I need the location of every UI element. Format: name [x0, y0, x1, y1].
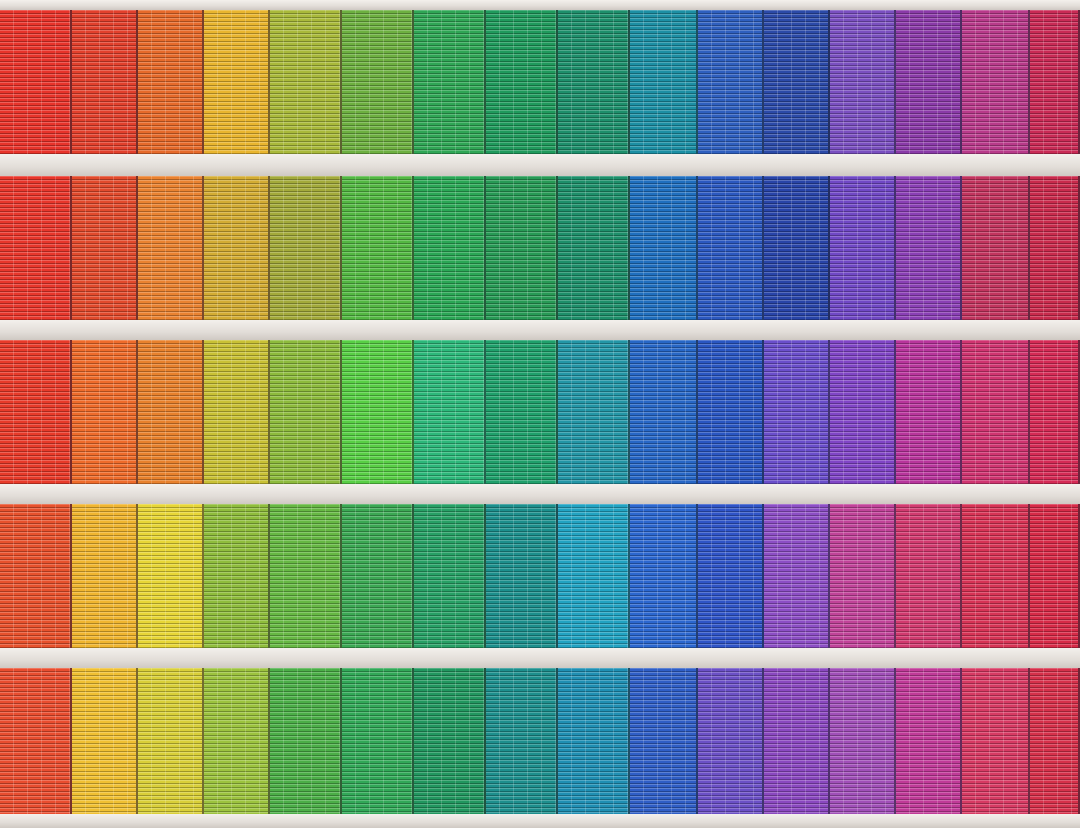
window-blind — [962, 10, 1030, 154]
window-blind — [630, 668, 698, 814]
window-blind — [558, 10, 630, 154]
window-band — [0, 340, 1080, 484]
window-blind — [414, 668, 486, 814]
window-blind — [1030, 668, 1080, 814]
window-blind — [558, 340, 630, 484]
window-blind — [764, 176, 830, 320]
window-blind — [764, 668, 830, 814]
window-blind — [0, 340, 72, 484]
concrete-ledge — [0, 0, 1080, 10]
window-blind — [698, 10, 764, 154]
window-blind — [414, 340, 486, 484]
window-blind — [486, 176, 558, 320]
window-blind — [830, 504, 896, 648]
window-blind — [270, 10, 342, 154]
window-blind — [486, 504, 558, 648]
window-blind — [962, 176, 1030, 320]
window-blind — [138, 10, 204, 154]
window-blind — [204, 176, 270, 320]
window-blind — [486, 10, 558, 154]
window-blind — [558, 668, 630, 814]
window-blind — [342, 668, 414, 814]
concrete-ledge — [0, 154, 1080, 176]
window-band — [0, 668, 1080, 814]
concrete-ledge — [0, 484, 1080, 504]
window-blind — [138, 176, 204, 320]
window-blind — [138, 668, 204, 814]
window-blind — [1030, 340, 1080, 484]
window-blind — [764, 10, 830, 154]
window-blind — [204, 504, 270, 648]
window-blind — [342, 10, 414, 154]
window-blind — [342, 504, 414, 648]
window-blind — [962, 668, 1030, 814]
window-blind — [486, 340, 558, 484]
window-blind — [486, 668, 558, 814]
window-blind — [138, 340, 204, 484]
window-blind — [962, 340, 1030, 484]
window-blind — [204, 10, 270, 154]
window-blind — [1030, 504, 1080, 648]
window-blind — [342, 340, 414, 484]
window-blind — [72, 340, 138, 484]
window-blind — [0, 504, 72, 648]
concrete-ledge — [0, 320, 1080, 340]
window-blind — [0, 668, 72, 814]
window-blind — [1030, 10, 1080, 154]
window-blind — [1030, 176, 1080, 320]
window-blind — [698, 176, 764, 320]
window-blind — [138, 504, 204, 648]
window-band — [0, 176, 1080, 320]
window-blind — [342, 176, 414, 320]
window-blind — [558, 504, 630, 648]
window-blind — [630, 176, 698, 320]
window-blind — [204, 668, 270, 814]
window-blind — [270, 340, 342, 484]
window-blind — [414, 504, 486, 648]
window-blind — [896, 176, 962, 320]
window-blind — [630, 504, 698, 648]
window-blind — [698, 504, 764, 648]
concrete-ledge — [0, 648, 1080, 668]
window-band — [0, 10, 1080, 154]
window-blind — [270, 668, 342, 814]
window-blind — [0, 176, 72, 320]
window-blind — [558, 176, 630, 320]
window-blind — [270, 504, 342, 648]
window-blind — [698, 668, 764, 814]
window-blind — [830, 176, 896, 320]
window-blind — [896, 668, 962, 814]
window-blind — [270, 176, 342, 320]
window-blind — [830, 340, 896, 484]
window-blind — [698, 340, 764, 484]
window-blind — [896, 504, 962, 648]
window-blind — [896, 340, 962, 484]
window-blind — [764, 504, 830, 648]
window-band — [0, 504, 1080, 648]
window-blind — [72, 504, 138, 648]
window-blind — [630, 10, 698, 154]
window-blind — [896, 10, 962, 154]
window-blind — [764, 340, 830, 484]
window-blind — [830, 10, 896, 154]
concrete-ledge — [0, 814, 1080, 828]
window-blind — [414, 10, 486, 154]
window-blind — [962, 504, 1030, 648]
window-blind — [0, 10, 72, 154]
window-blind — [204, 340, 270, 484]
window-blind — [414, 176, 486, 320]
window-blind — [72, 176, 138, 320]
window-blind — [630, 340, 698, 484]
window-blind — [72, 10, 138, 154]
window-blind — [72, 668, 138, 814]
window-blind — [830, 668, 896, 814]
